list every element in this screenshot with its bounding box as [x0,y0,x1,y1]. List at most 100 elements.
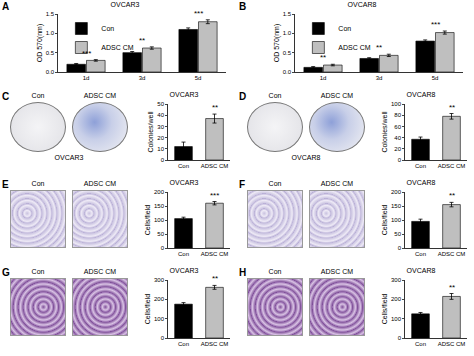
svg-text:Colonies/well: Colonies/well [147,111,154,153]
svg-text:OVCAR8: OVCAR8 [348,1,377,8]
svg-text:0.5: 0.5 [46,50,55,56]
svg-text:1.0: 1.0 [46,30,55,36]
svg-text:OD 570(nm): OD 570(nm) [273,24,281,63]
svg-text:200: 200 [391,296,402,302]
svg-text:50: 50 [157,231,164,237]
svg-text:**: ** [376,43,382,52]
svg-text:100: 100 [391,217,402,223]
svg-text:Cells/field: Cells/field [381,294,388,324]
svg-text:Colonies/well: Colonies/well [381,111,388,153]
html-text:Con: Con [31,92,45,99]
svg-text:OVCAR3: OVCAR3 [111,1,140,8]
svg-text:ADSC CM: ADSC CM [201,341,229,347]
svg-text:150: 150 [391,203,402,209]
svg-text:ADSC CM: ADSC CM [438,163,466,169]
html-text:D: D [239,91,247,102]
svg-text:1.5: 1.5 [283,11,292,17]
html-text:OVCAR8: OVCAR8 [291,154,321,161]
svg-text:1d: 1d [83,75,90,81]
svg-text:***: *** [431,20,440,29]
svg-text:Cells/field: Cells/field [381,205,388,235]
svg-text:50: 50 [157,101,164,107]
svg-text:ADSC CM: ADSC CM [438,341,466,347]
svg-text:1d: 1d [320,75,327,81]
svg-text:ADSC CM: ADSC CM [438,251,466,257]
svg-text:Cells/field: Cells/field [144,294,151,324]
svg-text:50: 50 [394,231,401,237]
svg-text:OVCAR3: OVCAR3 [170,267,199,274]
svg-text:Con: Con [415,341,426,347]
svg-text:40: 40 [157,112,164,118]
svg-text:5d: 5d [432,75,439,81]
svg-text:60: 60 [394,124,401,130]
svg-text:200: 200 [391,189,402,195]
svg-text:100: 100 [154,316,165,322]
svg-text:Con: Con [178,341,189,347]
svg-text:0: 0 [398,335,402,341]
svg-text:0: 0 [161,335,165,341]
svg-text:***: *** [210,191,219,200]
svg-text:**: ** [212,274,218,283]
html-text:H: H [239,267,247,278]
svg-text:Con: Con [178,251,189,257]
svg-text:0: 0 [398,157,402,163]
html-text:A: A [2,1,10,12]
svg-text:300: 300 [391,277,402,283]
svg-text:30: 30 [157,124,164,130]
svg-text:OVCAR3: OVCAR3 [170,179,199,186]
svg-text:1.0: 1.0 [283,30,292,36]
svg-text:Con: Con [415,163,426,169]
svg-text:3d: 3d [139,75,146,81]
svg-text:OVCAR8: OVCAR8 [407,179,436,186]
svg-text:OD 570(nm): OD 570(nm) [36,24,44,63]
svg-text:0.0: 0.0 [46,69,55,75]
svg-text:**: ** [449,283,455,292]
svg-text:100: 100 [154,217,165,223]
svg-text:0.0: 0.0 [283,69,292,75]
svg-text:***: *** [194,9,203,18]
svg-text:OVCAR8: OVCAR8 [407,91,436,98]
svg-text:3d: 3d [376,75,383,81]
svg-text:Con: Con [178,163,189,169]
svg-text:ADSC CM: ADSC CM [338,44,370,51]
svg-text:ADSC CM: ADSC CM [101,44,133,51]
svg-text:0.5: 0.5 [283,50,292,56]
svg-text:Con: Con [415,251,426,257]
svg-text:***: *** [82,49,91,58]
svg-text:5d: 5d [195,75,202,81]
html-text:G: G [2,267,10,278]
svg-text:10: 10 [157,146,164,152]
html-text:ADSC CM: ADSC CM [83,92,117,99]
html-text:OVCAR3: OVCAR3 [54,154,84,161]
svg-text:**: ** [449,191,455,200]
svg-text:**: ** [320,53,326,62]
svg-text:1.5: 1.5 [46,11,55,17]
svg-text:Cells/field: Cells/field [144,205,151,235]
svg-text:**: ** [212,103,218,112]
svg-text:200: 200 [154,296,165,302]
svg-text:0: 0 [161,157,165,163]
svg-text:20: 20 [394,146,401,152]
svg-text:80: 80 [394,112,401,118]
svg-text:0: 0 [398,245,402,251]
html-text:Con: Con [268,92,282,99]
html-text:ADSC CM: ADSC CM [320,92,354,99]
svg-text:20: 20 [157,135,164,141]
svg-text:300: 300 [154,277,165,283]
svg-text:**: ** [449,103,455,112]
html-text:C: C [2,91,10,102]
svg-text:100: 100 [391,101,402,107]
svg-text:200: 200 [154,189,165,195]
svg-text:ADSC CM: ADSC CM [201,251,229,257]
svg-text:0: 0 [161,245,165,251]
svg-text:Con: Con [338,25,351,32]
svg-text:ADSC CM: ADSC CM [201,163,229,169]
svg-text:Con: Con [101,25,114,32]
svg-text:OVCAR3: OVCAR3 [170,91,199,98]
svg-text:40: 40 [394,135,401,141]
svg-text:150: 150 [154,203,165,209]
html-text:B: B [239,1,247,12]
svg-text:100: 100 [391,316,402,322]
svg-text:OVCAR8: OVCAR8 [407,267,436,274]
svg-text:**: ** [139,36,145,45]
